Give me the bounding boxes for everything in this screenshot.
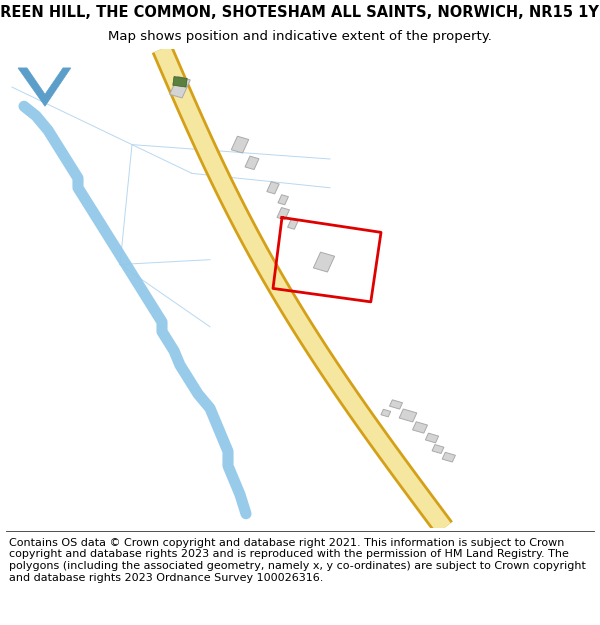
Polygon shape xyxy=(173,76,187,87)
Polygon shape xyxy=(18,68,71,106)
Text: GREEN HILL, THE COMMON, SHOTESHAM ALL SAINTS, NORWICH, NR15 1YD: GREEN HILL, THE COMMON, SHOTESHAM ALL SA… xyxy=(0,4,600,19)
Polygon shape xyxy=(425,433,439,443)
Polygon shape xyxy=(313,252,335,272)
Polygon shape xyxy=(170,76,190,98)
Polygon shape xyxy=(277,208,289,220)
Text: Map shows position and indicative extent of the property.: Map shows position and indicative extent… xyxy=(108,30,492,43)
Polygon shape xyxy=(432,444,444,454)
Polygon shape xyxy=(389,400,403,409)
Polygon shape xyxy=(287,219,298,229)
Polygon shape xyxy=(442,452,455,462)
Polygon shape xyxy=(399,409,417,422)
Text: Contains OS data © Crown copyright and database right 2021. This information is : Contains OS data © Crown copyright and d… xyxy=(9,538,586,582)
Polygon shape xyxy=(278,195,289,205)
Polygon shape xyxy=(413,422,427,433)
Polygon shape xyxy=(267,182,279,194)
Polygon shape xyxy=(381,409,391,417)
Polygon shape xyxy=(231,136,249,153)
Polygon shape xyxy=(245,156,259,169)
